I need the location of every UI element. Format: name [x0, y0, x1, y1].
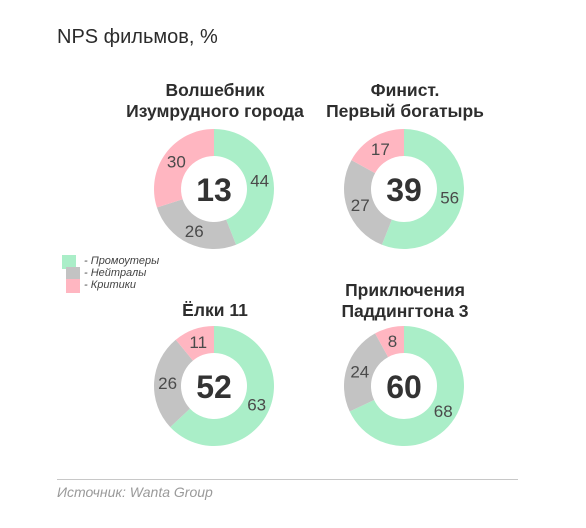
chart-title: Ёлки 11 [140, 300, 290, 321]
donut-chart: 63 26 11 52 [154, 326, 274, 446]
donut-slice-promoters [349, 326, 464, 446]
footer-divider [57, 479, 518, 480]
donut-chart: 44 26 30 13 [154, 129, 274, 249]
legend-swatch-neutrals [66, 267, 80, 281]
slice-value-label: 63 [247, 395, 266, 414]
donut-slice-neutrals [154, 339, 193, 428]
legend-swatch-critics [66, 279, 80, 293]
slice-value-label: 44 [250, 171, 269, 190]
chart-title: Приключения Паддингтона 3 [320, 280, 490, 322]
legend-swatch-promoters [62, 255, 76, 269]
donut-slice-promoters [381, 129, 464, 249]
chart-title-line: Паддингтона 3 [341, 301, 469, 321]
source-note: Источник: Wanta Group [57, 484, 213, 500]
slice-value-label: 30 [167, 153, 186, 172]
legend-label-critics: - Критики [84, 279, 137, 291]
donut-slice-neutrals [156, 199, 237, 249]
slice-value-label: 24 [350, 363, 369, 382]
slice-value-label: 68 [434, 402, 453, 421]
nps-value: 39 [386, 172, 422, 208]
chart-title-line: Финист. [370, 80, 440, 100]
donut-slice-neutrals [344, 333, 389, 412]
donut-slice-neutrals [344, 160, 392, 245]
chart-title: Волшебник Изумрудного города [125, 80, 305, 122]
nps-value: 13 [196, 172, 232, 208]
chart-title-line: Изумрудного города [126, 101, 304, 121]
slice-value-label: 27 [351, 196, 370, 215]
chart-title-line: Приключения [345, 280, 465, 300]
slice-value-label: 11 [189, 333, 207, 352]
slice-value-label: 26 [185, 222, 204, 241]
slice-value-label: 26 [158, 374, 177, 393]
nps-value: 60 [386, 369, 422, 405]
legend-label-neutrals: - Нейтралы [84, 267, 147, 279]
donut-chart: 56 27 17 39 [344, 129, 464, 249]
chart-title-line: Ёлки 11 [182, 300, 248, 320]
donut-slice-critics [351, 129, 404, 174]
slice-value-label: 56 [440, 189, 459, 208]
donut-slice-critics [154, 129, 214, 208]
nps-value: 52 [196, 369, 232, 405]
donut-slice-critics [175, 326, 214, 361]
legend-label-promoters: - Промоутеры [84, 255, 160, 267]
donut-slice-promoters [170, 326, 274, 446]
page-title: NPS фильмов, % [57, 26, 218, 48]
slice-value-label: 17 [371, 140, 390, 159]
donut-slice-critics [375, 326, 404, 358]
donut-chart: 68 24 8 60 [344, 326, 464, 446]
donut-slice-promoters [214, 129, 274, 245]
chart-title-line: Волшебник [165, 80, 265, 100]
slice-value-label: 8 [388, 332, 397, 351]
chart-title: Финист. Первый богатырь [320, 80, 490, 122]
chart-title-line: Первый богатырь [326, 101, 484, 121]
